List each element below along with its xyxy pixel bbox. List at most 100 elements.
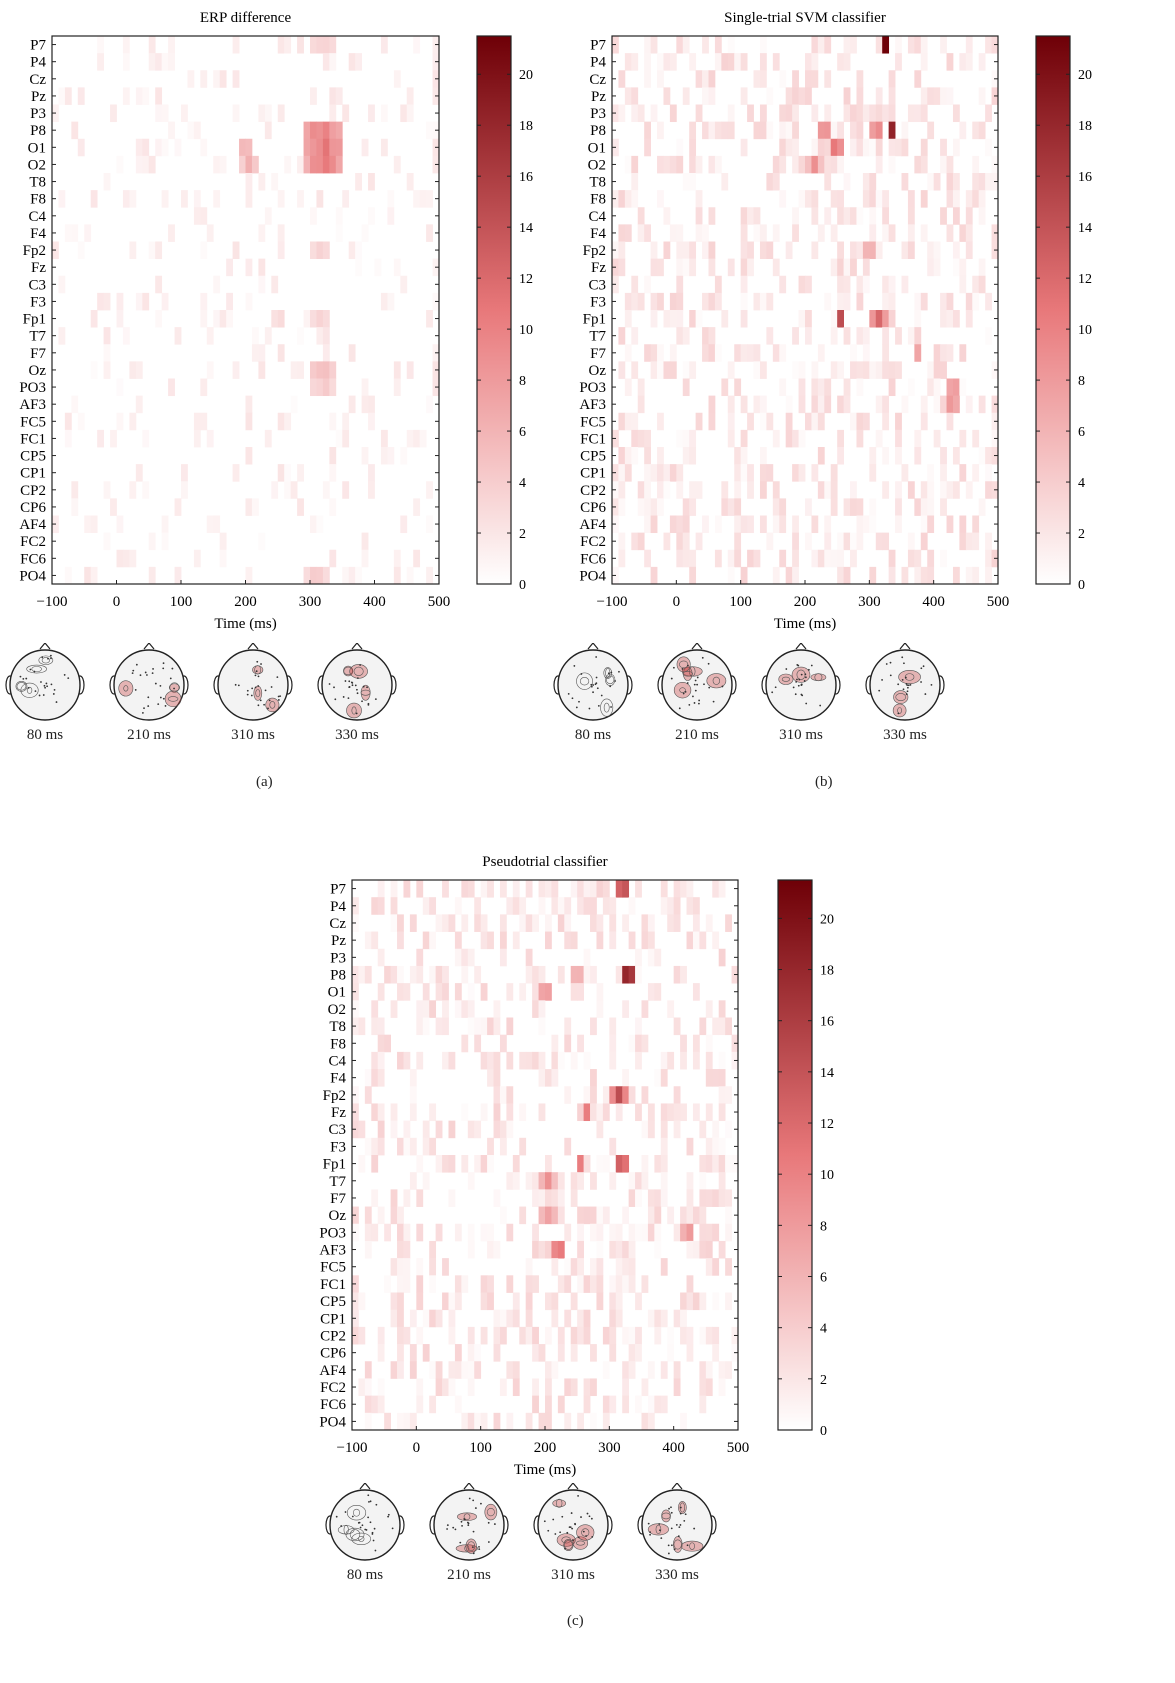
heatmap-cell xyxy=(387,190,395,208)
heatmap-cell xyxy=(435,965,443,984)
heatmap-cell xyxy=(811,104,819,123)
channel-label: AF4 xyxy=(319,1363,346,1379)
heatmap-cell xyxy=(506,1051,514,1070)
heatmap-cell xyxy=(660,1103,668,1122)
heatmap-cell xyxy=(161,292,169,311)
heatmap-cell xyxy=(596,1103,604,1122)
heatmap-cell xyxy=(609,897,617,915)
heatmap-cell xyxy=(480,983,488,1001)
heatmap-cell xyxy=(622,965,630,984)
heatmap-cell xyxy=(920,224,928,242)
colorbar-tick-label: 0 xyxy=(1078,578,1085,593)
heatmap-cell xyxy=(650,36,658,54)
heatmap-cell xyxy=(316,155,324,174)
heatmap-cell xyxy=(705,914,713,932)
heatmap-cell xyxy=(705,1223,713,1242)
heatmap-cell xyxy=(316,361,324,379)
channel-label: P3 xyxy=(30,106,46,122)
heatmap-cell xyxy=(856,104,864,123)
heatmap-cell xyxy=(219,70,227,88)
heatmap-cell xyxy=(397,965,404,984)
heatmap-cell xyxy=(811,549,819,568)
heatmap-cell xyxy=(850,138,857,157)
heatmap-cell xyxy=(914,447,922,465)
heatmap-cell xyxy=(657,447,664,465)
heatmap-cell xyxy=(753,70,761,88)
heatmap-cell xyxy=(397,1223,404,1242)
heatmap-cell xyxy=(702,344,709,362)
heatmap-cell xyxy=(564,1412,572,1431)
heatmap-cell xyxy=(837,566,844,585)
heatmap-cell xyxy=(551,1189,559,1207)
heatmap-cell xyxy=(940,310,947,328)
heatmap-cell xyxy=(564,1137,572,1156)
heatmap-cell xyxy=(699,1223,707,1242)
heatmap-cell xyxy=(837,138,844,157)
heatmap-cell xyxy=(641,1120,649,1139)
heatmap-cell xyxy=(413,36,421,54)
colorbar-tick-label: 20 xyxy=(820,912,834,927)
heatmap-cell xyxy=(792,121,799,140)
heatmap-cell xyxy=(499,1086,507,1104)
colorbar-tick-label: 2 xyxy=(820,1373,827,1388)
heatmap-cell xyxy=(335,155,343,174)
heatmap-cell xyxy=(377,1017,385,1036)
heatmap-cell xyxy=(413,429,421,448)
heatmap-cell xyxy=(824,70,832,88)
heatmap-cell xyxy=(499,1309,507,1328)
heatmap-cell xyxy=(635,1051,642,1070)
heatmap-cell xyxy=(927,87,935,105)
heatmap-cell xyxy=(322,121,330,140)
heatmap-cell xyxy=(577,1206,584,1225)
heatmap-cell xyxy=(933,173,941,191)
x-tick-label: 200 xyxy=(234,594,257,610)
heatmap-cell xyxy=(869,121,877,140)
scalp-map-icon xyxy=(637,1483,717,1561)
heatmap-cell xyxy=(657,292,664,311)
heatmap-cell xyxy=(692,1051,700,1070)
heatmap-cell xyxy=(583,1309,591,1328)
heatmap-cell xyxy=(551,1292,559,1311)
heatmap-cell xyxy=(927,378,935,397)
heatmap-cell xyxy=(355,258,362,277)
heatmap-cell xyxy=(759,361,767,379)
heatmap-cell xyxy=(882,207,890,225)
heatmap-cell xyxy=(641,914,649,932)
heatmap-cell xyxy=(631,532,639,551)
heatmap-cell xyxy=(512,897,520,915)
heatmap-cell xyxy=(377,1326,385,1345)
heatmap-cell xyxy=(920,498,928,516)
heatmap-cell xyxy=(805,532,812,551)
heatmap-cell xyxy=(676,138,684,157)
heatmap-cell xyxy=(792,155,799,174)
heatmap-cell xyxy=(965,310,973,328)
heatmap-cell xyxy=(641,1086,649,1104)
scalp-map-icon xyxy=(325,1483,405,1561)
heatmap-cell xyxy=(371,1000,379,1018)
heatmap-cell xyxy=(779,275,787,294)
heatmap-cell xyxy=(635,1344,642,1362)
channel-label: F4 xyxy=(330,1071,346,1087)
heatmap-cell xyxy=(545,914,552,932)
channel-label: AF3 xyxy=(579,397,606,413)
heatmap-cell xyxy=(624,224,632,242)
heatmap-cell xyxy=(712,1137,720,1156)
topomap-time-label: 310 ms xyxy=(231,727,275,743)
heatmap-cell xyxy=(213,190,221,208)
heatmap-cell xyxy=(727,566,735,585)
heatmap-cell xyxy=(817,481,825,499)
heatmap-cell xyxy=(805,412,812,431)
heatmap-cell xyxy=(499,1326,507,1345)
heatmap-cell xyxy=(689,258,697,277)
channel-label: F4 xyxy=(30,226,46,242)
heatmap-cell xyxy=(747,464,754,482)
heatmap-cell xyxy=(689,241,697,260)
heatmap-cell xyxy=(622,1275,630,1293)
heatmap-cell xyxy=(122,53,130,71)
heatmap-cell xyxy=(895,429,902,448)
heatmap-cell xyxy=(914,566,922,585)
heatmap-cell xyxy=(680,880,687,898)
heatmap-cell xyxy=(798,275,806,294)
heatmap-cell xyxy=(811,241,819,260)
heatmap-cell xyxy=(426,566,433,585)
